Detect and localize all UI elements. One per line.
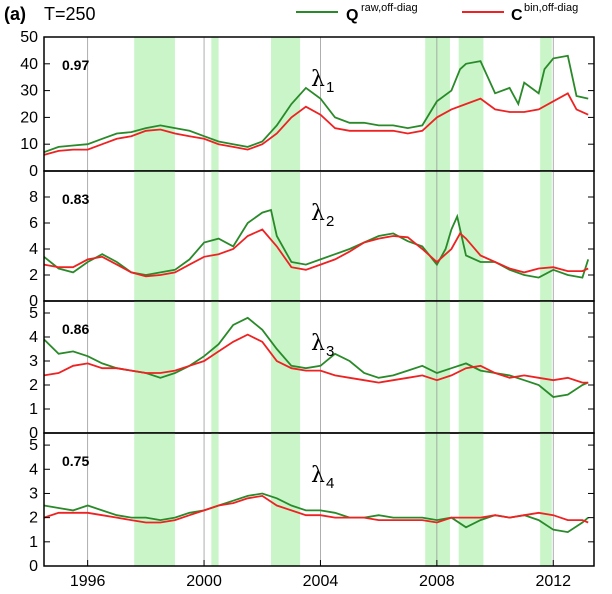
eigenvalue-subscript: 1 xyxy=(326,79,334,96)
y-tick-label: 0 xyxy=(29,293,38,310)
panel-frame xyxy=(43,170,595,302)
x-axis: 1996 2000 2004 2008 2012 xyxy=(70,560,571,590)
correlation-label: 0.86 xyxy=(62,321,89,337)
shaded-period xyxy=(540,301,552,433)
shaded-period xyxy=(540,171,552,301)
shaded-period xyxy=(540,37,552,171)
eigenvalue-subscript: 2 xyxy=(326,213,334,230)
y-tick-label: 2 xyxy=(29,267,38,284)
y-tick-label: 10 xyxy=(20,136,38,153)
x-tick-label: 2004 xyxy=(303,573,339,590)
x-tick-label: 2008 xyxy=(419,573,455,590)
series-line-q xyxy=(43,316,589,398)
y-tick-label: 0 xyxy=(29,558,38,575)
shaded-period xyxy=(211,171,219,301)
series-line-q xyxy=(43,54,589,154)
eigenvalue-label: λ xyxy=(311,463,325,488)
shaded-period xyxy=(134,433,175,566)
shaded-period xyxy=(540,433,552,566)
y-tick-label: 50 xyxy=(20,29,38,46)
y-tick-label: 4 xyxy=(29,461,38,478)
shaded-period xyxy=(211,433,219,566)
y-tick-label: 6 xyxy=(29,215,38,232)
shaded-period xyxy=(211,301,219,433)
legend-sup-q: raw,off-diag xyxy=(361,2,418,14)
y-tick-label: 3 xyxy=(29,353,38,370)
shaded-period xyxy=(458,37,484,171)
y-tick-label: 3 xyxy=(29,485,38,502)
panel-1: 0 10 20 30 40 50 0.97 λ 1 xyxy=(20,29,595,180)
shaded-period xyxy=(425,37,450,171)
shaded-period xyxy=(134,171,175,301)
y-tick-label: 30 xyxy=(20,83,38,100)
shaded-period xyxy=(134,301,175,433)
x-tick-label: 2000 xyxy=(186,573,222,590)
y-tick-label: 4 xyxy=(29,241,38,258)
shaded-period xyxy=(458,433,484,566)
shaded-period xyxy=(211,37,219,171)
eigenvalue-subscript: 4 xyxy=(326,475,334,492)
eigenvalue-label: λ xyxy=(311,67,325,92)
legend-label-q: Q xyxy=(346,7,358,24)
eigenvalue-label: λ xyxy=(311,201,325,226)
shaded-period xyxy=(425,433,450,566)
x-tick-label: 2012 xyxy=(535,573,571,590)
y-tick-label: 40 xyxy=(20,56,38,73)
y-tick-label: 0 xyxy=(29,163,38,180)
y-tick-label: 5 xyxy=(29,437,38,454)
window-label: T=250 xyxy=(44,4,96,24)
y-tick-label: 1 xyxy=(29,534,38,551)
correlation-label: 0.97 xyxy=(62,57,89,73)
panel-frame xyxy=(43,300,595,434)
panel-label: (a) xyxy=(4,4,26,24)
correlation-label: 0.83 xyxy=(62,191,89,207)
shaded-period xyxy=(425,171,450,301)
y-tick-label: 5 xyxy=(29,305,38,322)
y-tick-label: 0 xyxy=(29,425,38,442)
panel-frame xyxy=(43,36,595,172)
y-tick-label: 4 xyxy=(29,329,38,346)
legend-sup-c: bin,off-diag xyxy=(524,2,578,14)
legend: Q raw,off-diag C bin,off-diag xyxy=(296,2,578,24)
y-tick-label: 2 xyxy=(29,510,38,527)
x-tick-label: 1996 xyxy=(70,573,106,590)
shaded-period xyxy=(270,433,301,566)
shaded-period xyxy=(134,37,175,171)
series-line-c xyxy=(43,228,589,278)
y-tick-label: 2 xyxy=(29,377,38,394)
legend-label-c: C xyxy=(511,7,523,24)
series-line-q xyxy=(43,492,589,534)
eigenvalue-label: λ xyxy=(311,331,325,356)
y-tick-label: 1 xyxy=(29,401,38,418)
y-tick-label: 8 xyxy=(29,189,38,206)
shaded-period xyxy=(270,171,301,301)
correlation-label: 0.75 xyxy=(62,453,89,469)
panel-frame xyxy=(43,432,595,567)
series-line-c xyxy=(43,92,589,156)
y-tick-label: 20 xyxy=(20,109,38,126)
shaded-period xyxy=(270,37,301,171)
series-line-c xyxy=(43,333,589,384)
series-line-c xyxy=(43,494,589,524)
eigenvalue-subscript: 3 xyxy=(326,343,334,360)
shaded-period xyxy=(425,301,450,433)
